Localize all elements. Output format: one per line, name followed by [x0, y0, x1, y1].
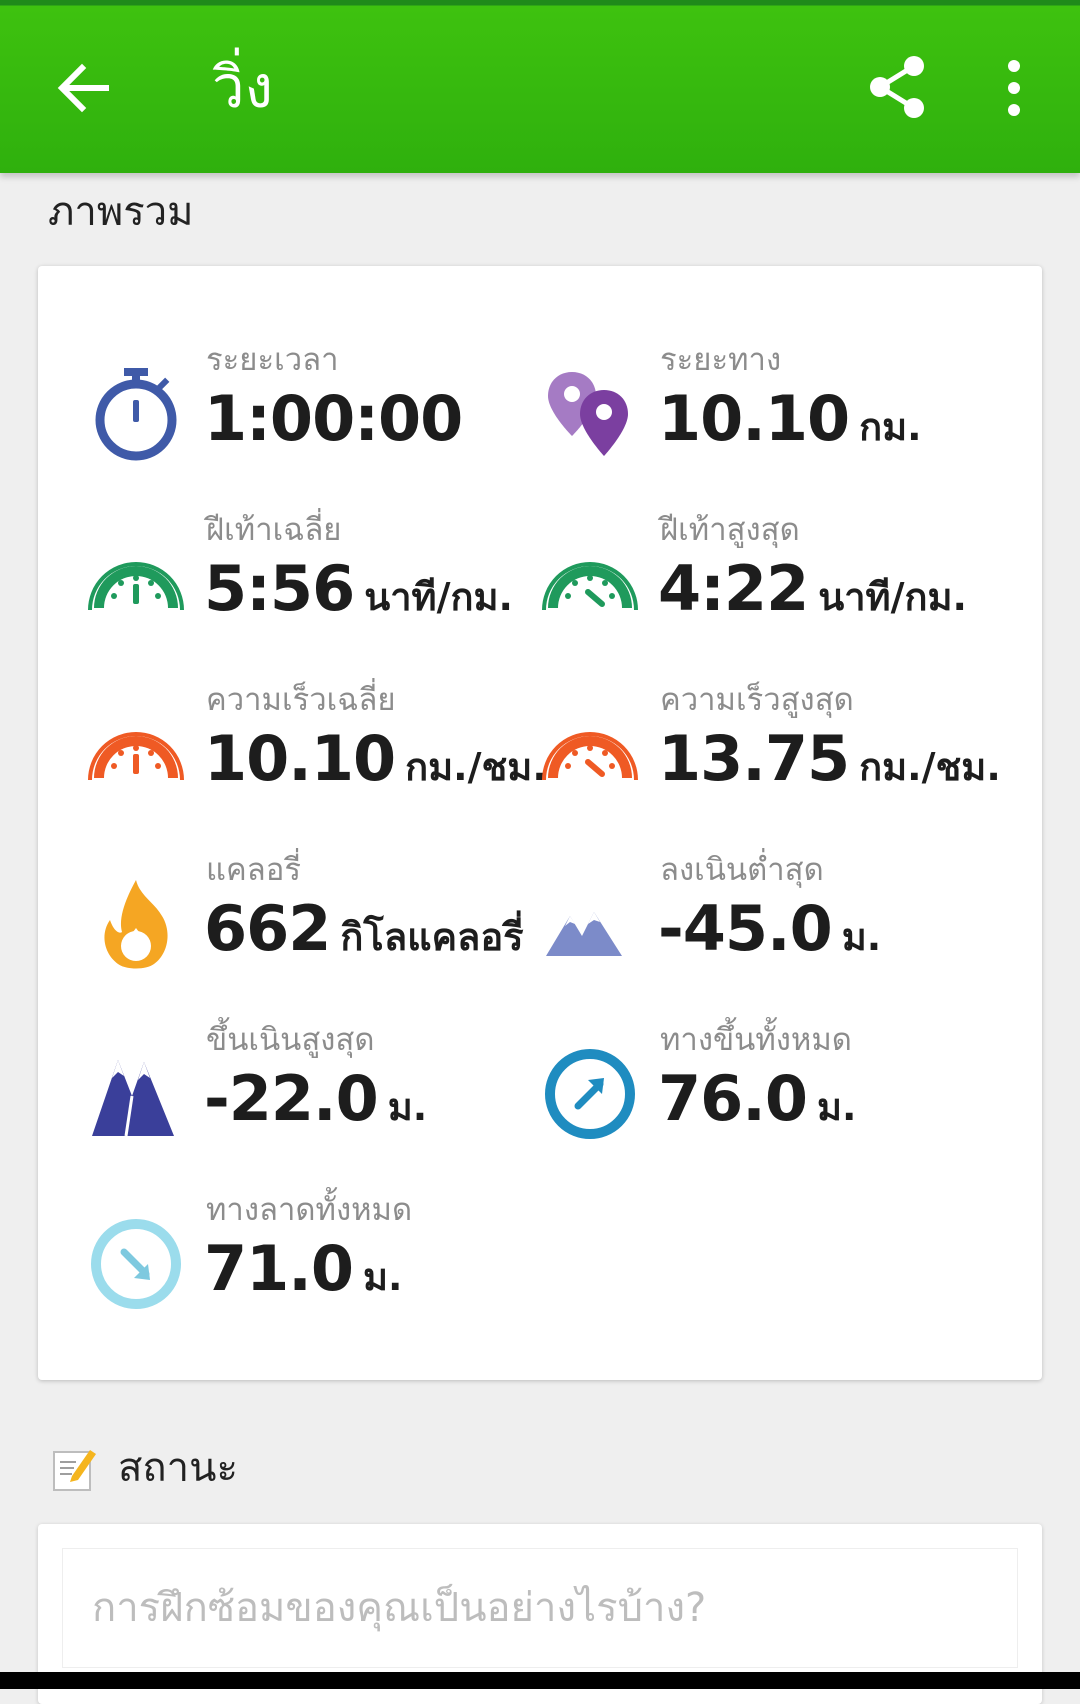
stat-label: แคลอรี่: [206, 852, 301, 888]
overview-section-title: ภาพรวม: [48, 189, 194, 235]
high-mountains-icon: [92, 1060, 174, 1137]
stat-value: 76.0: [658, 1062, 808, 1135]
more-vert-icon[interactable]: [1000, 58, 1028, 118]
stat-value: -45.0: [658, 892, 833, 965]
stat-unit: นาที/กม.: [364, 575, 513, 619]
stat-avg-pace: ฝีเท้าเฉลี่ย 5:56 นาที/กม.: [88, 506, 568, 656]
stat-value-row: 13.75 กม./ชม.: [658, 722, 1001, 797]
stat-total-ascent: ทางขึ้นทั้งหมด 76.0 ม.: [542, 1016, 1022, 1166]
stat-value: 10.10: [204, 722, 396, 795]
note-edit-icon: [53, 1450, 96, 1491]
stat-value: 5:56: [204, 552, 355, 625]
descent-arrow-icon: [91, 1219, 181, 1309]
back-arrow-icon[interactable]: [54, 58, 114, 118]
stat-value: 71.0: [204, 1232, 354, 1305]
stat-total-descent: ทางลาดทั้งหมด 71.0 ม.: [88, 1186, 568, 1336]
stat-label: ความเร็วสูงสุด: [660, 682, 854, 718]
stat-label: ฝีเท้าสูงสุด: [660, 512, 800, 548]
stat-value-row: 10.10 กม.: [658, 382, 922, 457]
status-input[interactable]: [62, 1548, 1018, 1668]
stat-label: ขึ้นเนินสูงสุด: [206, 1022, 375, 1058]
stat-label: ลงเนินต่ำสุด: [660, 852, 824, 888]
stat-unit: ม.: [816, 1085, 857, 1129]
stat-value-row: 1:00:00: [204, 382, 463, 455]
stat-label: ฝีเท้าเฉลี่ย: [206, 512, 342, 548]
map-pins-icon: [548, 372, 628, 456]
stat-value: 4:22: [658, 552, 809, 625]
stopwatch-icon: [95, 368, 177, 461]
max-speed-gauge-icon: [542, 732, 638, 781]
stat-value-row: 10.10 กม./ชม.: [204, 722, 547, 797]
low-mountains-icon: [546, 912, 622, 956]
stat-unit: กม.: [859, 405, 922, 449]
stat-unit: นาที/กม.: [818, 575, 967, 619]
stat-label: ความเร็วเฉลี่ย: [206, 682, 396, 718]
stat-value: 13.75: [658, 722, 850, 795]
stat-unit: กิโลแคลอรี่: [340, 915, 524, 959]
stat-label: ระยะเวลา: [206, 342, 339, 378]
max-pace-gauge-icon: [542, 562, 638, 611]
stat-value-row: 71.0 ม.: [204, 1232, 402, 1307]
stat-avg-speed: ความเร็วเฉลี่ย 10.10 กม./ชม.: [88, 676, 568, 826]
stat-lowest-descent: ลงเนินต่ำสุด -45.0 ม.: [542, 846, 1022, 996]
app-bar: วิ่ง: [0, 0, 1080, 173]
stat-unit: ม.: [362, 1255, 403, 1299]
stat-label: ทางขึ้นทั้งหมด: [660, 1022, 852, 1058]
stat-unit: ม.: [387, 1085, 428, 1129]
stat-label: ระยะทาง: [660, 342, 782, 378]
status-label: สถานะ: [118, 1445, 238, 1491]
stat-value: 662: [204, 892, 331, 965]
stat-duration: ระยะเวลา 1:00:00: [88, 336, 568, 486]
stat-value-row: -22.0 ม.: [204, 1062, 427, 1137]
stat-value-row: -45.0 ม.: [658, 892, 881, 967]
stat-value-row: 5:56 นาที/กม.: [204, 552, 513, 627]
stat-label: ทางลาดทั้งหมด: [206, 1192, 413, 1228]
share-icon[interactable]: [868, 54, 928, 120]
stat-highest-ascent: ขึ้นเนินสูงสุด -22.0 ม.: [88, 1016, 568, 1166]
overview-card: ระยะเวลา 1:00:00 ระยะทาง 10.10 กม. ฝีเท้า…: [38, 266, 1042, 1380]
stat-value: -22.0: [204, 1062, 379, 1135]
stat-unit: กม./ชม.: [405, 745, 547, 789]
stat-unit: ม.: [841, 915, 882, 959]
ascent-arrow-icon: [545, 1049, 635, 1139]
page-title: วิ่ง: [212, 53, 273, 121]
stat-unit: กม./ชม.: [859, 745, 1001, 789]
stat-value-row: 76.0 ม.: [658, 1062, 856, 1137]
avg-pace-gauge-icon: [88, 562, 184, 611]
stat-calories: แคลอรี่ 662 กิโลแคลอรี่: [88, 846, 568, 996]
avg-speed-gauge-icon: [88, 732, 184, 781]
stat-value-row: 4:22 นาที/กม.: [658, 552, 967, 627]
stat-value-row: 662 กิโลแคลอรี่: [204, 892, 524, 967]
stat-value: 1:00:00: [204, 382, 463, 455]
stat-value: 10.10: [658, 382, 850, 455]
system-nav-bar: [0, 1672, 1080, 1689]
stat-distance: ระยะทาง 10.10 กม.: [542, 336, 1022, 486]
stat-max-speed: ความเร็วสูงสุด 13.75 กม./ชม.: [542, 676, 1022, 826]
stat-max-pace: ฝีเท้าสูงสุด 4:22 นาที/กม.: [542, 506, 1022, 656]
flame-icon: [104, 880, 168, 969]
